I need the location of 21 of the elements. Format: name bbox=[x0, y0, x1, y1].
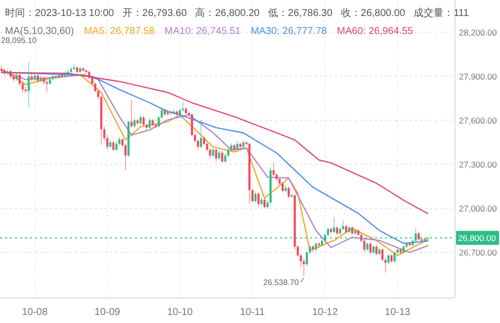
legend-title: MA(5,10,30,60) bbox=[5, 26, 74, 37]
annotation: 28,095.10 bbox=[1, 36, 37, 45]
xtick: 10-11 bbox=[240, 307, 265, 318]
legend-item: MA10: 26,745.51 bbox=[164, 26, 241, 37]
legend-item: MA30: 26,777.78 bbox=[250, 26, 327, 37]
ytick: 27,900.00 bbox=[459, 71, 497, 82]
ytick: 26,700.00 bbox=[459, 248, 497, 258]
ref-label: 26,800.00 bbox=[458, 232, 496, 243]
title: 时间：2023-10-13 10:00 开：26,793.60 高：26,800.20 低：26,786.30 收：26,800.00 成交量：111 bbox=[5, 8, 469, 19]
xtick: 10-12 bbox=[312, 307, 338, 318]
xtick: 10-13 bbox=[384, 307, 410, 318]
ytick: 27,300.00 bbox=[459, 159, 497, 170]
ytick: 27,000.00 bbox=[459, 203, 497, 214]
ytick: 28,200.00 bbox=[459, 27, 497, 38]
xtick: 10-10 bbox=[167, 307, 193, 318]
xtick: 10-09 bbox=[94, 307, 120, 318]
xtick: 10-08 bbox=[22, 307, 48, 318]
legend-item: MA5: 26,787.58 bbox=[84, 26, 155, 37]
legend-item: MA60: 26,964.55 bbox=[336, 26, 414, 37]
ytick: 27,600.00 bbox=[459, 115, 497, 126]
annotation: 26,538.70 bbox=[263, 278, 299, 288]
